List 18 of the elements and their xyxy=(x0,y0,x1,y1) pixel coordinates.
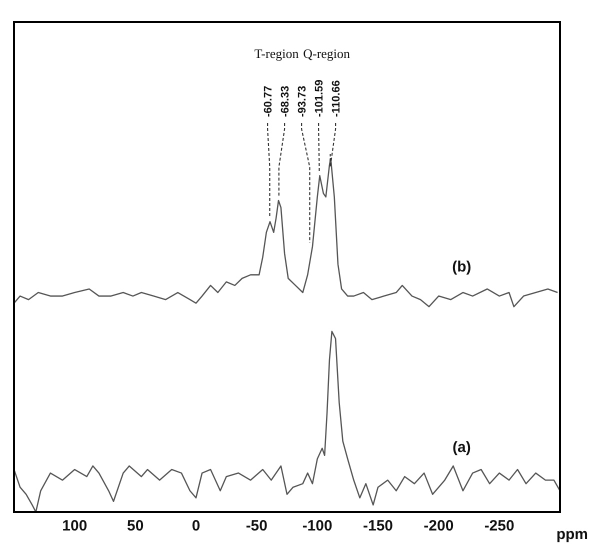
text: Q-region xyxy=(303,46,351,61)
x-tick-label: -50 xyxy=(246,518,268,535)
x-tick-label: 50 xyxy=(126,518,144,535)
x-tick-label: 100 xyxy=(62,518,88,535)
x-tick-label: -250 xyxy=(484,518,514,535)
annotation: -110.66 xyxy=(330,80,343,117)
x-tick-label: -150 xyxy=(362,518,394,535)
series-label: (b) xyxy=(452,258,472,276)
annotation: -101.59 xyxy=(314,80,326,117)
x-tick-label: 0 xyxy=(192,518,200,535)
x-axis-title: ppm xyxy=(556,526,588,543)
annotation: -68.33 xyxy=(280,86,292,117)
x-tick-label: -100 xyxy=(302,518,332,535)
annotation: -60.77 xyxy=(262,86,275,117)
x-tick-label: -200 xyxy=(424,518,454,535)
annotation: -93.73 xyxy=(296,86,309,117)
series-label: (a) xyxy=(452,438,471,456)
text: T-region xyxy=(254,46,300,61)
